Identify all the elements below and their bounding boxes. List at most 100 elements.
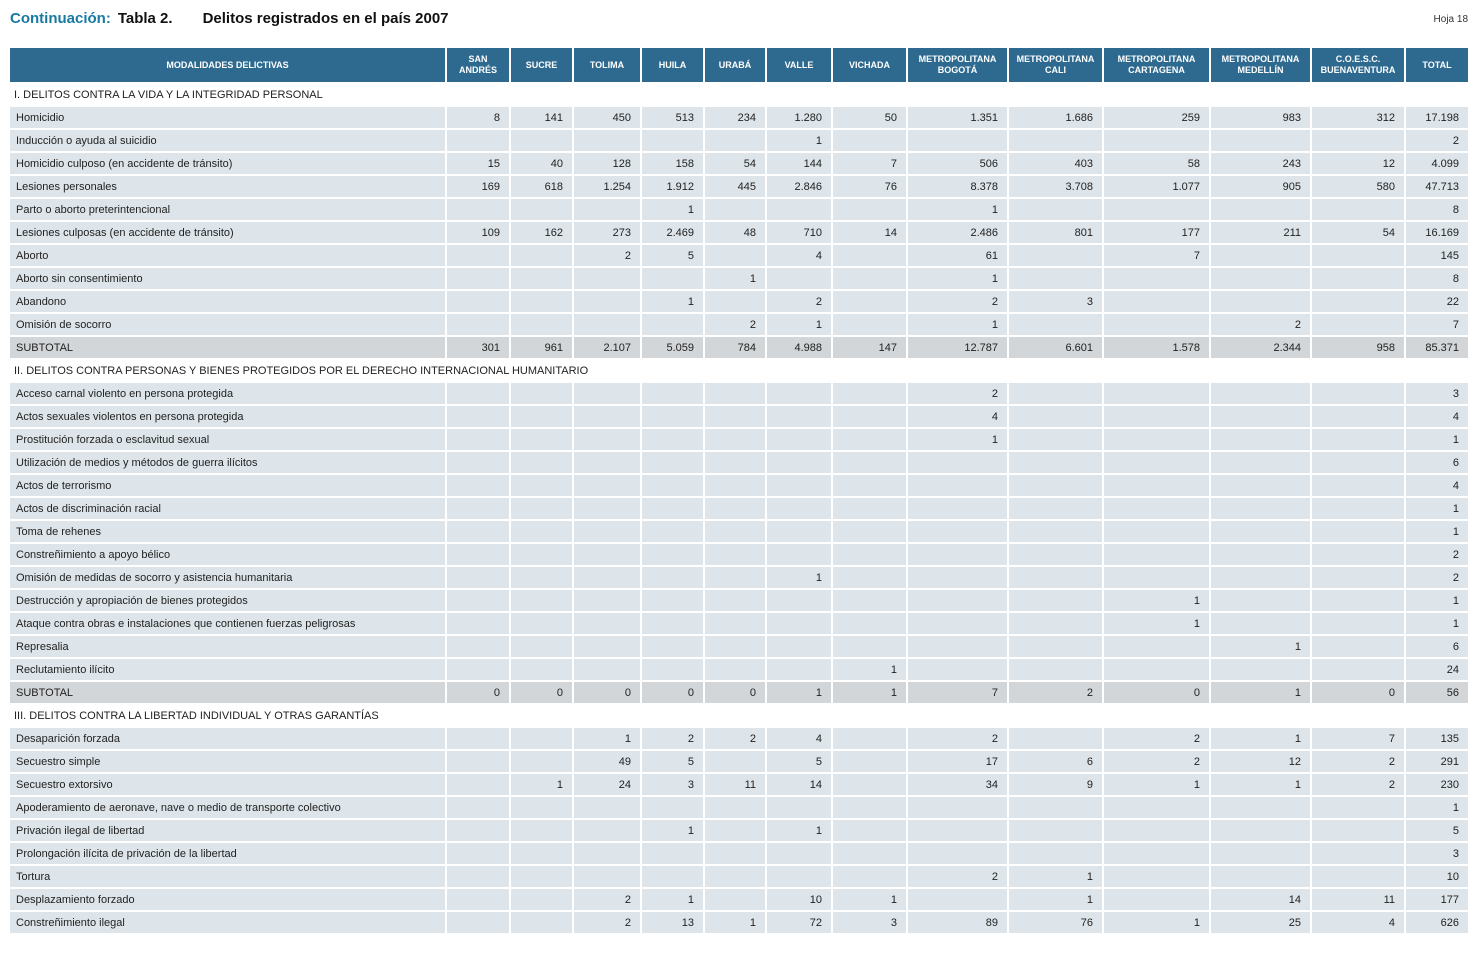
cell-value [447, 751, 509, 772]
cell-value [447, 406, 509, 427]
cell-value [511, 291, 572, 312]
table-row: Aborto 2 5 4 61 7 145 [10, 245, 1468, 266]
cell-value: 4 [767, 728, 831, 749]
cell-value [833, 820, 906, 841]
cell-value [511, 245, 572, 266]
cell-value [574, 521, 640, 542]
subtotal-row: SUBTOTAL 301 961 2.107 5.059 784 4.988 147 12.78… [10, 337, 1468, 358]
cell-value [642, 475, 703, 496]
cell-value [1009, 199, 1102, 220]
cell-value: 4.099 [1406, 153, 1468, 174]
cell-value: 5 [642, 245, 703, 266]
cell-value [908, 636, 1007, 657]
cell-value [767, 475, 831, 496]
cell-value: 2 [1312, 751, 1404, 772]
cell-value [1009, 314, 1102, 335]
cell-value: 34 [908, 774, 1007, 795]
cell-value [908, 590, 1007, 611]
cell-value [642, 843, 703, 864]
table-row: Utilización de medios y métodos de guerr… [10, 452, 1468, 473]
cell-value: 2 [574, 889, 640, 910]
cell-value [833, 797, 906, 818]
cell-value [642, 314, 703, 335]
cell-value [908, 521, 1007, 542]
cell-value [705, 889, 765, 910]
cell-value [767, 383, 831, 404]
cell-value [705, 820, 765, 841]
cell-value [705, 199, 765, 220]
cell-value [833, 751, 906, 772]
cell-value: 1 [833, 889, 906, 910]
cell-value [705, 406, 765, 427]
cell-value [642, 383, 703, 404]
cell-value [908, 498, 1007, 519]
table-row: Desplazamiento forzado 2 1 10 1 1 14 11 177 [10, 889, 1468, 910]
cell-value [447, 498, 509, 519]
cell-value: 905 [1211, 176, 1310, 197]
cell-value [1312, 498, 1404, 519]
cell-value [447, 659, 509, 680]
cell-value [642, 659, 703, 680]
cell-value: 1.077 [1104, 176, 1209, 197]
cell-value [447, 889, 509, 910]
cell-value [767, 613, 831, 634]
cell-value [833, 314, 906, 335]
row-label: Constreñimiento a apoyo bélico [10, 544, 445, 565]
cell-value [1211, 866, 1310, 887]
cell-value: 506 [908, 153, 1007, 174]
cell-value [833, 452, 906, 473]
table-row: Lesiones personales 169 618 1.254 1.912 445 2.… [10, 176, 1468, 197]
cell-value [511, 314, 572, 335]
cell-value: 0 [511, 682, 572, 703]
cell-value [447, 774, 509, 795]
cell-value [1104, 199, 1209, 220]
table-row: Acceso carnal violento en persona proteg… [10, 383, 1468, 404]
cell-value [642, 544, 703, 565]
cell-value: 162 [511, 222, 572, 243]
cell-value [1211, 291, 1310, 312]
table-row: Represalia 1 6 [10, 636, 1468, 657]
cell-value [642, 521, 703, 542]
cell-value [705, 475, 765, 496]
cell-value [1009, 613, 1102, 634]
cell-value [705, 797, 765, 818]
table-row: Homicidio 8 141 450 513 234 1.280 50 1.351 1.686 2… [10, 107, 1468, 128]
cell-value [574, 429, 640, 450]
cell-value: 50 [833, 107, 906, 128]
cell-value [705, 751, 765, 772]
row-label: Homicidio [10, 107, 445, 128]
cell-value [1104, 406, 1209, 427]
cell-value [705, 544, 765, 565]
cell-value [574, 544, 640, 565]
cell-value: 2.486 [908, 222, 1007, 243]
cell-value: 1 [1009, 866, 1102, 887]
cell-value: 8 [1406, 268, 1468, 289]
cell-value: 109 [447, 222, 509, 243]
cell-value [767, 199, 831, 220]
cell-value: 580 [1312, 176, 1404, 197]
cell-value [511, 498, 572, 519]
cell-value: 784 [705, 337, 765, 358]
cell-value [511, 521, 572, 542]
cell-value: 2 [1104, 751, 1209, 772]
cell-value [574, 314, 640, 335]
cell-value [1104, 636, 1209, 657]
row-label: Reclutamiento ilícito [10, 659, 445, 680]
cell-value [767, 544, 831, 565]
cell-value: 2 [1009, 682, 1102, 703]
cell-value [511, 475, 572, 496]
cell-value [511, 268, 572, 289]
cell-value: 1 [642, 820, 703, 841]
table-row: Constreñimiento a apoyo bélico 2 [10, 544, 1468, 565]
cell-value [767, 843, 831, 864]
table-row: Privación ilegal de libertad 1 1 5 [10, 820, 1468, 841]
cell-value: 7 [1312, 728, 1404, 749]
cell-value: 0 [1104, 682, 1209, 703]
cell-value: 1 [767, 567, 831, 588]
row-label: Actos de discriminación racial [10, 498, 445, 519]
cell-value: 2 [767, 291, 831, 312]
cell-value [511, 636, 572, 657]
cell-value [447, 452, 509, 473]
cell-value [511, 728, 572, 749]
column-header: SAN ANDRÉS [447, 48, 509, 82]
